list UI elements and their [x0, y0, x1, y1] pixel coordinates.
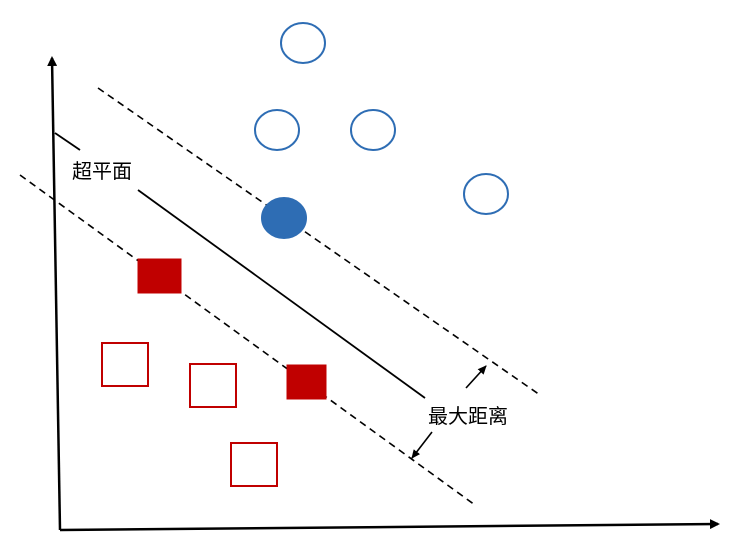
upper-margin-line [97, 87, 541, 396]
positive-sample [350, 109, 396, 151]
negative-support-vector [286, 364, 327, 400]
hyperplane-label: 超平面 [72, 159, 132, 183]
positive-sample [463, 173, 509, 215]
lower-margin-line [19, 174, 476, 506]
negative-sample [101, 342, 149, 387]
positive-support-vector [261, 197, 307, 239]
max-margin-label: 最大距离 [428, 404, 508, 428]
x-axis [59, 519, 720, 532]
y-axis [47, 56, 62, 531]
positive-sample [254, 109, 300, 151]
negative-sample [189, 363, 237, 408]
negative-sample [230, 442, 278, 487]
margin-arrow-down [411, 431, 433, 459]
hyperplane-line [137, 189, 426, 399]
margin-arrow-up [465, 365, 487, 389]
negative-support-vector [137, 258, 182, 294]
hyperplane-line-top [54, 132, 81, 151]
positive-sample [280, 22, 326, 64]
